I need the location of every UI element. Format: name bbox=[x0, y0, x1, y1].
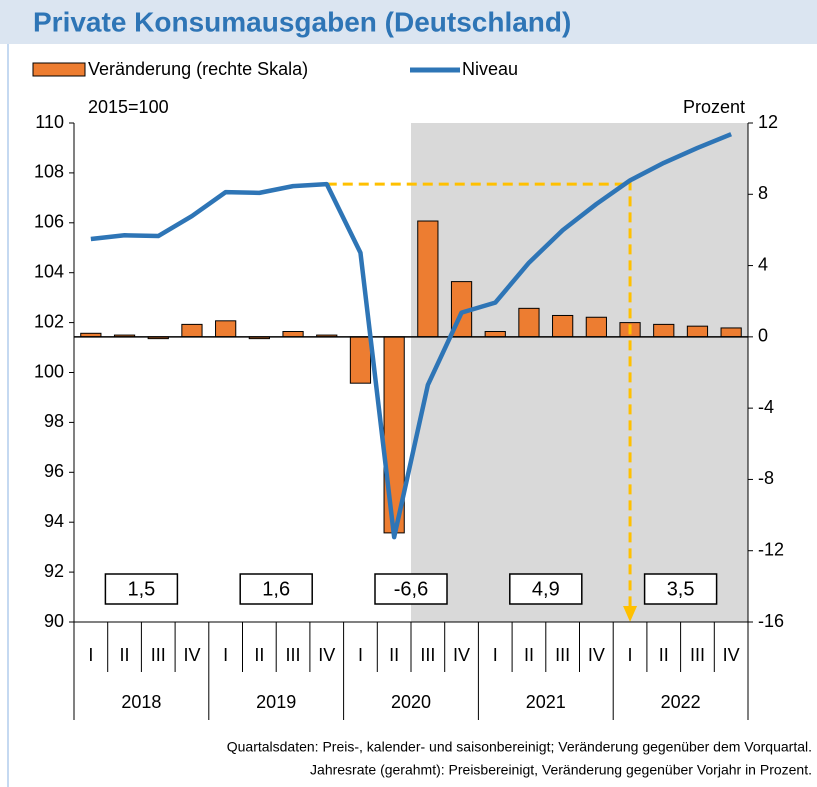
shaded-area bbox=[411, 123, 748, 622]
x-tick-label: III bbox=[690, 645, 705, 665]
year-label: 2020 bbox=[391, 692, 431, 712]
x-tick-label: I bbox=[628, 645, 633, 665]
reference-arrow bbox=[623, 606, 638, 622]
y2-tick-label: 12 bbox=[758, 112, 778, 132]
bar bbox=[282, 331, 304, 338]
y-tick-label: 94 bbox=[44, 511, 64, 531]
annual-rate-box bbox=[239, 573, 313, 605]
y2-tick-label: 8 bbox=[758, 183, 768, 203]
x-tick-label: I bbox=[358, 645, 363, 665]
y2-tick-label: -16 bbox=[758, 611, 784, 631]
x-tick-label: IV bbox=[453, 645, 470, 665]
annual-rate-label: 1,5 bbox=[127, 578, 155, 600]
annual-rate-label: 4,9 bbox=[532, 578, 560, 600]
bar bbox=[518, 307, 540, 338]
x-tick-label: II bbox=[389, 645, 399, 665]
x-tick-label: IV bbox=[723, 645, 740, 665]
left-axis-note: 2015=100 bbox=[88, 97, 169, 117]
y-tick-label: 102 bbox=[34, 311, 64, 331]
bar bbox=[417, 220, 439, 338]
annual-rate-box bbox=[509, 573, 583, 605]
y-tick-label: 90 bbox=[44, 611, 64, 631]
year-label: 2018 bbox=[121, 692, 161, 712]
annual-rate-box bbox=[643, 573, 718, 605]
annual-rate-label: 1,6 bbox=[262, 578, 290, 600]
y-tick-label: 100 bbox=[34, 361, 64, 381]
line bbox=[90, 132, 732, 540]
x-tick-label: I bbox=[493, 645, 498, 665]
y-tick-label: 106 bbox=[34, 212, 64, 232]
bar bbox=[585, 316, 607, 338]
bar bbox=[215, 320, 237, 338]
x-tick-label: III bbox=[420, 645, 435, 665]
year-label: 2019 bbox=[256, 692, 296, 712]
annual-rate-box bbox=[104, 573, 179, 605]
y2-tick-label: 0 bbox=[758, 326, 768, 346]
annual-rate-box bbox=[374, 573, 448, 605]
x-tick-label: I bbox=[223, 645, 228, 665]
bar bbox=[720, 327, 742, 338]
y-tick-label: 108 bbox=[34, 162, 64, 182]
x-tick-label: IV bbox=[318, 645, 335, 665]
bar bbox=[181, 323, 203, 338]
bar bbox=[653, 323, 675, 338]
legend-label: Veränderung (rechte Skala) bbox=[88, 59, 308, 79]
x-tick-label: IV bbox=[588, 645, 605, 665]
footnote: Jahresrate (gerahmt): Preisbereinigt, Ve… bbox=[310, 762, 812, 778]
y-tick-label: 96 bbox=[44, 461, 64, 481]
bar bbox=[552, 314, 574, 338]
x-tick-label: III bbox=[555, 645, 570, 665]
y2-tick-label: 4 bbox=[758, 254, 768, 274]
title-band bbox=[0, 0, 817, 44]
y2-tick-label: -12 bbox=[758, 539, 784, 559]
year-label: 2022 bbox=[661, 692, 701, 712]
x-tick-label: II bbox=[120, 645, 130, 665]
y-tick-label: 98 bbox=[44, 411, 64, 431]
x-tick-label: II bbox=[659, 645, 669, 665]
right-axis-note: Prozent bbox=[683, 97, 745, 117]
y-tick-label: 110 bbox=[35, 112, 64, 132]
x-tick-label: II bbox=[524, 645, 534, 665]
x-tick-label: IV bbox=[183, 645, 200, 665]
legend-label: Niveau bbox=[462, 59, 518, 79]
legend-swatch bbox=[32, 62, 86, 77]
annual-rate-label: 3,5 bbox=[667, 578, 695, 600]
x-tick-label: II bbox=[254, 645, 264, 665]
bar bbox=[349, 336, 372, 384]
y-tick-label: 104 bbox=[34, 261, 64, 281]
y-tick-label: 92 bbox=[44, 561, 64, 581]
chart-title: Private Konsumausgaben (Deutschland) bbox=[33, 6, 571, 37]
year-label: 2021 bbox=[526, 692, 566, 712]
x-tick-label: III bbox=[286, 645, 301, 665]
footnote: Quartalsdaten: Preis-, kalender- und sai… bbox=[227, 739, 812, 755]
bar bbox=[686, 325, 709, 338]
annual-rate-label: -6,6 bbox=[394, 578, 428, 600]
x-tick-label: I bbox=[88, 645, 93, 665]
y2-tick-label: -4 bbox=[758, 397, 774, 417]
x-tick-label: III bbox=[151, 645, 166, 665]
bar bbox=[484, 331, 506, 338]
y2-tick-label: -8 bbox=[758, 468, 774, 488]
